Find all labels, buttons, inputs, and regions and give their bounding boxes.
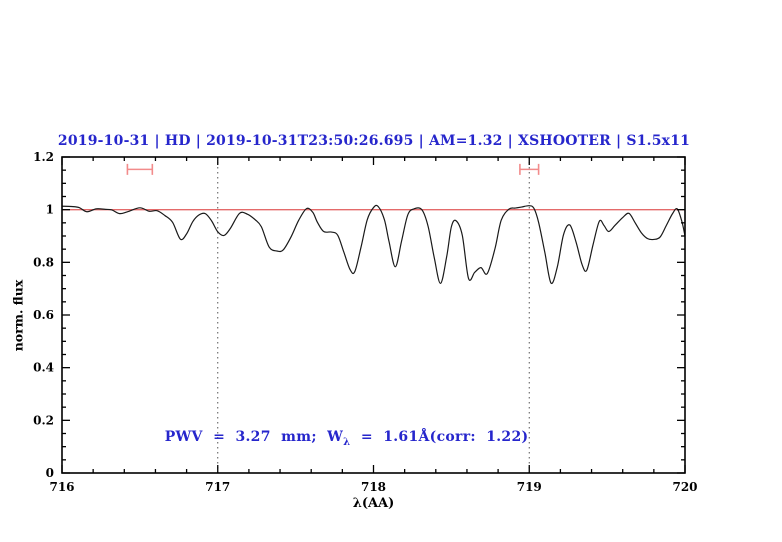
y-tick-label: 0.4 [33,361,54,375]
y-tick-label: 1.2 [33,150,54,164]
x-axis-label: λ(AA) [352,496,395,511]
x-tick-label: 720 [672,480,697,494]
x-tick-label: 717 [205,480,230,494]
band-marker [126,163,154,175]
band-markers [126,163,540,175]
plot-title: 2019-10-31 | HD | 2019-10-31T23:50:26.69… [57,133,691,149]
tick-labels: 716 717 718 719 720 0 0.2 0.4 0.6 0.8 1 1.2 [33,150,697,494]
spectrum-line [62,204,685,285]
x-tick-label: 716 [49,480,74,494]
y-tick-label: 0 [46,466,54,480]
y-tick-label: 0.2 [33,413,54,427]
y-tick-label: 1 [46,203,54,217]
pwv-annotation: PWV = 3.27 mm; Wλ = 1.61Å(corr: 1.22) [144,413,528,464]
pwv-annotation-post: = 1.61Å(corr: 1.22) [350,429,529,445]
x-tick-label: 719 [517,480,542,494]
pwv-annotation-sub: λ [343,436,351,448]
band-marker [519,163,540,175]
plot-frame [61,156,686,474]
pwv-annotation-pre: PWV = 3.27 mm; W [164,429,344,445]
x-tick-label: 718 [361,480,386,494]
y-tick-label: 0.8 [33,255,54,269]
y-tick-label: 0.6 [33,308,54,322]
